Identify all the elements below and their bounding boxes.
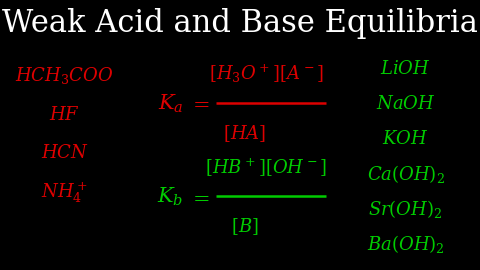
Text: $Ca(OH)_2$: $Ca(OH)_2$ [367,163,444,185]
Text: $K_b$: $K_b$ [157,186,183,208]
Text: $[HB^+][OH^-]$: $[HB^+][OH^-]$ [205,156,327,178]
Text: $HCN$: $HCN$ [41,144,89,161]
Text: $HCH_3COO$: $HCH_3COO$ [15,65,114,86]
Text: $NH_4^+$: $NH_4^+$ [41,181,88,205]
Text: $KOH$: $KOH$ [383,130,429,148]
Text: $HF$: $HF$ [49,106,80,124]
Text: $[HA]$: $[HA]$ [223,123,266,144]
Text: $[H_3O^+][A^-]$: $[H_3O^+][A^-]$ [209,63,324,85]
Text: $[B]$: $[B]$ [231,216,259,237]
Text: $=$: $=$ [189,94,210,113]
Text: $Sr(OH)_2$: $Sr(OH)_2$ [368,198,443,220]
Text: $Ba(OH)_2$: $Ba(OH)_2$ [367,233,444,255]
Text: $LiOH$: $LiOH$ [380,60,431,78]
Text: $NaOH$: $NaOH$ [376,95,435,113]
Text: $K_a$: $K_a$ [157,93,183,115]
Text: $=$: $=$ [189,188,210,207]
Text: Weak Acid and Base Equilibria: Weak Acid and Base Equilibria [2,8,478,39]
